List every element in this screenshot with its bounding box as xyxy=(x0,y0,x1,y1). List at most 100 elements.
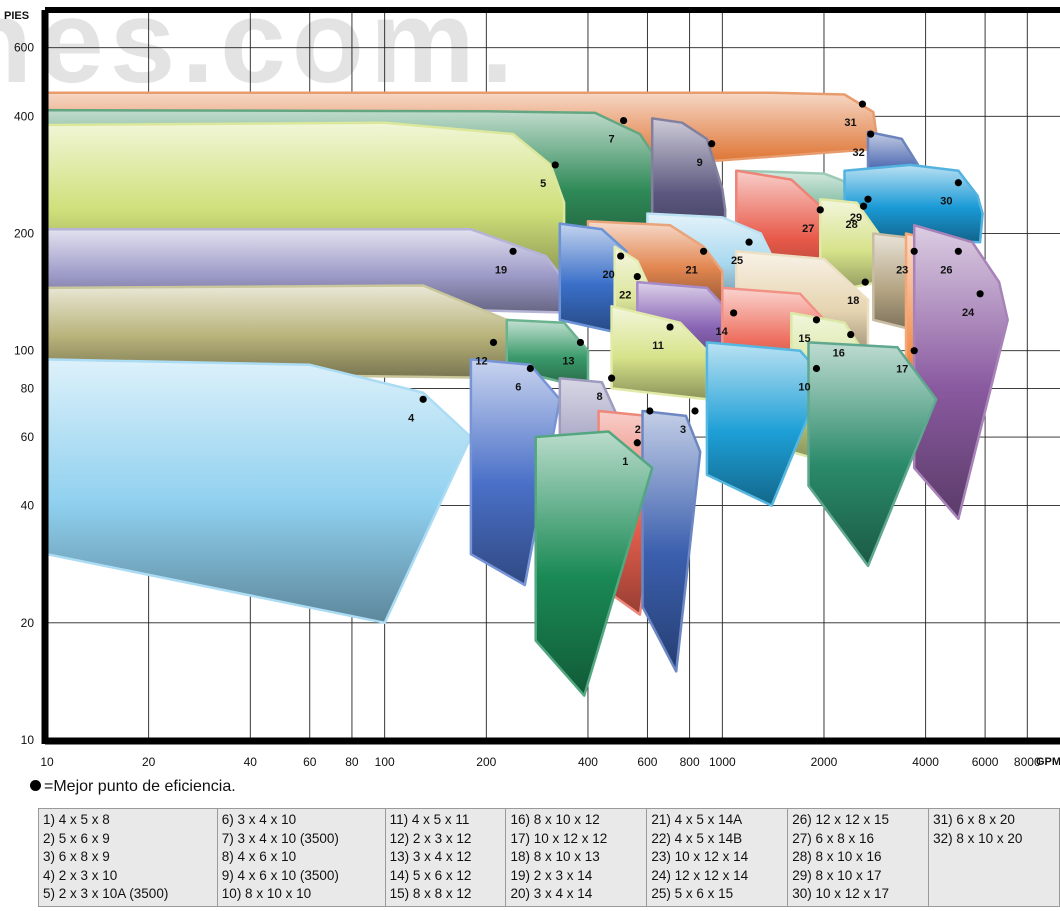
curve-label-26: 26 xyxy=(940,264,952,276)
bep-point-3 xyxy=(691,407,699,415)
curve-label-19: 19 xyxy=(495,264,507,276)
curve-label-17: 17 xyxy=(896,364,908,376)
bep-point-8 xyxy=(608,374,616,382)
best-efficiency-text: =Mejor punto de eficiencia. xyxy=(44,778,236,795)
legend-entry: 28) 8 x 10 x 16 xyxy=(792,849,882,864)
watermark-text: nes.com. xyxy=(0,0,520,108)
curve-label-24: 24 xyxy=(962,307,975,319)
curve-label-2: 2 xyxy=(635,424,641,436)
curve-label-12: 12 xyxy=(475,355,487,367)
legend-entry: 23) 10 x 12 x 14 xyxy=(651,849,749,864)
y-tick-label-2: 40 xyxy=(21,499,35,513)
bep-point-22 xyxy=(633,272,641,281)
bep-point-11 xyxy=(666,323,674,331)
bep-point-2 xyxy=(646,407,654,415)
curve-label-18: 18 xyxy=(847,295,859,307)
legend-entry: 17) 10 x 12 x 12 xyxy=(510,830,608,846)
x-tick-label-9: 800 xyxy=(680,755,700,769)
legend-entry: 21) 4 x 5 x 14A xyxy=(651,812,743,827)
legend-entry: 20) 3 x 4 x 14 xyxy=(510,886,593,901)
legend-entry: 15) 8 x 8 x 12 xyxy=(389,886,472,901)
legend-column-1: 6) 3 x 4 x 10 7) 3 x 4 x 10 (3500) 8) 4 x … xyxy=(216,808,386,906)
curve-label-23: 23 xyxy=(896,264,908,276)
legend-column-5: 26) 12 x 12 x 15 27) 6 x 8 x 16 28) 8 x 10… xyxy=(787,808,930,906)
legend-entry: 16) 8 x 10 x 12 xyxy=(510,812,600,827)
x-tick-label-8: 600 xyxy=(637,755,657,769)
bep-point-4 xyxy=(419,395,427,403)
y-tick-label-7: 400 xyxy=(14,109,34,123)
legend-entry: 4) 2 x 3 x 10 xyxy=(43,867,118,883)
y-tick-label-3: 60 xyxy=(21,430,35,444)
bep-dot-icon xyxy=(30,780,41,791)
y-tick-label-8: 600 xyxy=(14,41,34,55)
bep-point-1 xyxy=(633,439,641,447)
x-axis-unit-label: GPM xyxy=(1036,756,1060,768)
curve-label-1: 1 xyxy=(622,456,628,468)
x-tick-label-0: 10 xyxy=(40,755,54,769)
curve-label-10: 10 xyxy=(798,381,810,393)
y-axis-unit-label: PIES xyxy=(4,10,29,22)
legend-row: 1) 4 x 5 x 8 2) 5 x 6 x 9 3) 6 x 8 x 9 4) 2… xyxy=(38,808,1060,906)
bep-point-13 xyxy=(576,338,585,347)
legend-column-2: 11) 4 x 5 x 11 12) 2 x 3 x 12 13) 3 x 4 x … xyxy=(384,808,507,906)
legend-entry: 7) 3 x 4 x 10 (3500) xyxy=(221,830,339,846)
legend-entry: 6) 3 x 4 x 10 xyxy=(221,812,297,827)
legend-column-3: 16) 8 x 10 x 12 17) 10 x 12 x 12 18) 8 x 1… xyxy=(505,808,648,906)
y-tick-label-0: 10 xyxy=(21,733,35,747)
legend-entry: 1) 4 x 5 x 8 xyxy=(43,812,110,827)
bep-point-15 xyxy=(812,316,821,324)
bep-point-19 xyxy=(509,247,517,255)
y-tick-label-6: 200 xyxy=(14,226,34,240)
curve-label-15: 15 xyxy=(798,333,810,345)
chart-frame xyxy=(41,7,1060,745)
bep-point-21 xyxy=(699,247,708,255)
curve-area-10 xyxy=(705,341,826,507)
x-tick-label-3: 60 xyxy=(303,755,317,769)
curve-label-29: 29 xyxy=(850,212,862,224)
curve-label-11: 11 xyxy=(652,340,664,352)
curve-label-16: 16 xyxy=(833,348,845,360)
curve-area-4 xyxy=(45,358,473,625)
x-tick-label-10: 1000 xyxy=(709,755,736,769)
legend-entry: 25) 5 x 6 x 15 xyxy=(651,886,734,901)
curve-label-9: 9 xyxy=(697,157,703,169)
legend-entry: 32) 8 x 10 x 20 xyxy=(933,830,1023,846)
legend-entry: 26) 12 x 12 x 15 xyxy=(792,812,890,827)
legend-entry: 24) 12 x 12 x 14 xyxy=(651,867,749,883)
bep-point-17 xyxy=(910,347,918,355)
tick-labels-layer: 10 20 40 60 80 100 200 400 600 800 1000 2000 4000 600… xyxy=(14,41,1041,769)
curve-label-27: 27 xyxy=(802,223,814,235)
x-tick-label-11: 2000 xyxy=(811,755,838,769)
x-tick-label-14: 8000 xyxy=(1014,755,1041,769)
bep-point-18 xyxy=(861,278,869,286)
bep-point-29 xyxy=(864,195,872,203)
legend-entry: 3) 6 x 8 x 9 xyxy=(43,849,110,864)
curve-label-20: 20 xyxy=(603,269,615,281)
legend-column-4: 21) 4 x 5 x 14A 22) 4 x 5 x 14B 23) 10 x 1… xyxy=(646,808,789,906)
best-efficiency-note: =Mejor punto de eficiencia. xyxy=(30,778,236,796)
legend-entry: 5) 2 x 3 x 10A (3500) xyxy=(43,886,169,901)
legend-entry: 22) 4 x 5 x 14B xyxy=(651,830,743,846)
bep-point-32 xyxy=(867,130,875,138)
curve-area-17 xyxy=(807,341,938,568)
curve-label-28: 28 xyxy=(845,219,857,231)
legend-column-6: 31) 6 x 8 x 20 32) 8 x 10 x 20 xyxy=(928,808,1060,906)
y-tick-label-1: 20 xyxy=(21,616,35,630)
curve-label-14: 14 xyxy=(715,326,728,338)
legend-entry: 9) 4 x 6 x 10 (3500) xyxy=(221,867,339,883)
legend-column-0: 1) 4 x 5 x 8 2) 5 x 6 x 9 3) 6 x 8 x 9 4) 2… xyxy=(38,808,218,906)
bep-point-14 xyxy=(730,309,738,317)
curve-label-31: 31 xyxy=(844,117,856,129)
x-tick-label-2: 40 xyxy=(244,755,258,769)
legend-entry: 12) 2 x 3 x 12 xyxy=(389,830,472,846)
legend-entry: 13) 3 x 4 x 12 xyxy=(389,849,472,864)
bep-point-31 xyxy=(858,100,867,108)
legend-entry: 31) 6 x 8 x 20 xyxy=(933,812,1015,827)
x-tick-label-12: 4000 xyxy=(912,755,939,769)
curve-label-13: 13 xyxy=(562,355,574,367)
legend-entry: 2) 5 x 6 x 9 xyxy=(43,830,110,846)
bep-point-9 xyxy=(708,140,716,148)
bep-point-20 xyxy=(617,252,625,260)
